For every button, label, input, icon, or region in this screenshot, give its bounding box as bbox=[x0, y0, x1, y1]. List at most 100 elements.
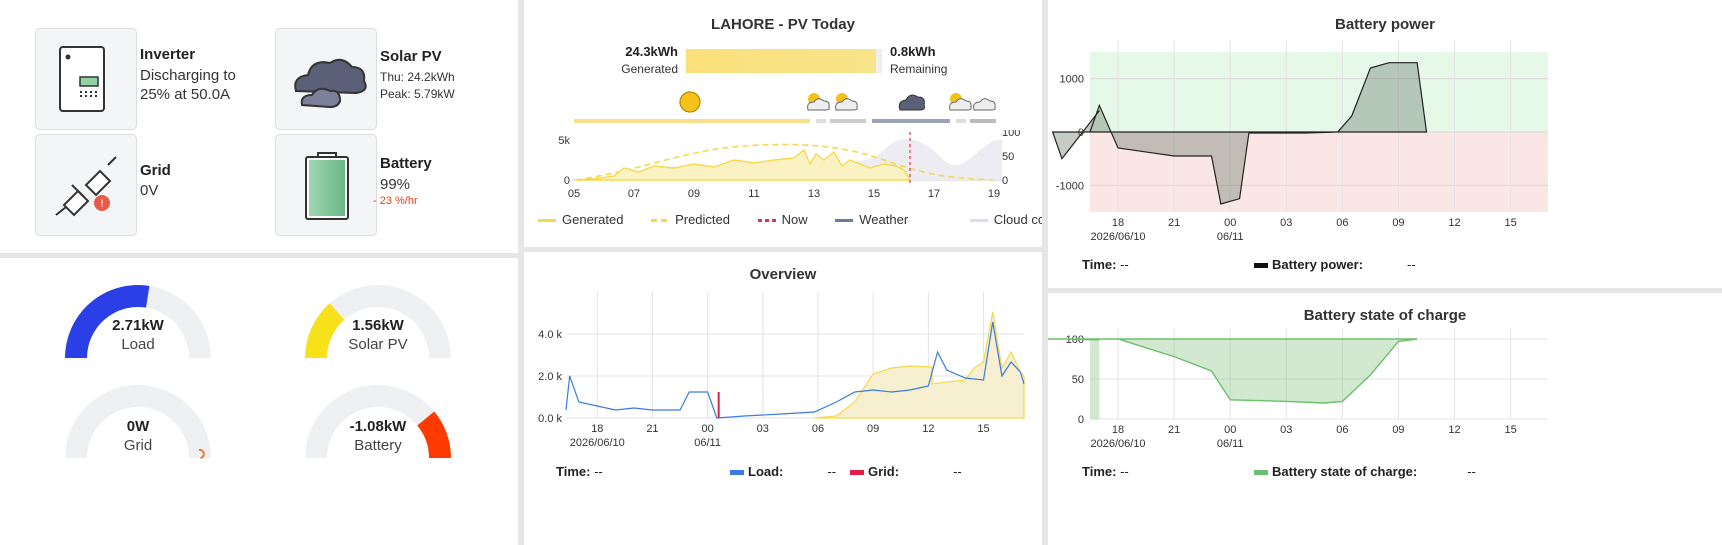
x-date-start: 2026/06/10 bbox=[1091, 438, 1146, 450]
soc-series bbox=[1048, 338, 1418, 404]
battery-soc-title: Battery state of charge bbox=[1303, 307, 1467, 324]
battery-power-area bbox=[1052, 62, 1427, 205]
soc-tooltip-series: Battery state of charge: -- bbox=[1254, 464, 1476, 479]
legend-now[interactable]: Now bbox=[757, 212, 808, 227]
gauges-panel: 2.71kW Load 1.56kW Solar PV 0W Grid -1.0… bbox=[0, 258, 518, 545]
overview-chart: 4.0 k 2.0 k 0.0 k 18 21 00 03 06 09 12 15 2026/06/1… bbox=[538, 292, 1025, 449]
pv-x-tick: 05 bbox=[568, 188, 580, 200]
cloud-icon bbox=[294, 58, 367, 109]
x-date-mid: 06/11 bbox=[694, 437, 721, 449]
x-tick: 03 bbox=[1280, 217, 1292, 229]
inverter-line1: Discharging to bbox=[140, 67, 236, 84]
battery-line2: - 23 %/hr bbox=[373, 195, 418, 207]
battery-power-chart: 1000 0 -1000 18 21 00 03 06 09 12 15 2026/06/10 06/1… bbox=[1051, 40, 1548, 240]
battery-name: Battery bbox=[380, 155, 432, 172]
overview-tooltip: Time: -- bbox=[556, 464, 603, 479]
x-tick: 09 bbox=[1392, 424, 1404, 436]
generated-value: 24.3kWh bbox=[625, 44, 678, 59]
gauge-solar-label: Solar PV bbox=[348, 336, 408, 353]
generated-series bbox=[575, 148, 912, 181]
predicted-series bbox=[575, 143, 995, 181]
gauge-load-value: 2.71kW bbox=[112, 317, 164, 334]
legend-generated[interactable]: Generated bbox=[538, 212, 623, 227]
solar-line2: Peak: 5.79kW bbox=[380, 87, 455, 101]
y-tick: 100 bbox=[1066, 334, 1084, 346]
battery-soc-panel: Battery state of charge 100 50 0 18 21 00 03 06… bbox=[1048, 293, 1722, 545]
x-tick: 18 bbox=[1112, 424, 1124, 436]
weather-strip bbox=[574, 91, 996, 123]
x-tick: 00 bbox=[702, 423, 714, 435]
x-tick: 15 bbox=[977, 423, 989, 435]
x-tick: 09 bbox=[867, 423, 879, 435]
pv-remaining-bar bbox=[876, 49, 882, 73]
x-tick: 18 bbox=[1112, 217, 1124, 229]
grid-line1: 0V bbox=[140, 182, 159, 199]
y-tick: 2.0 k bbox=[538, 371, 562, 383]
legend-weather[interactable]: Weather bbox=[835, 212, 908, 227]
overview-title: Overview bbox=[749, 266, 817, 283]
generated-label: Generated bbox=[621, 62, 678, 76]
pv-x-tick: 15 bbox=[868, 188, 880, 200]
pv-today-chart: 05 07 09 11 13 15 17 19 5k 0 100 50 0 bbox=[558, 130, 1020, 200]
legend-predicted[interactable]: Predicted bbox=[651, 212, 730, 227]
grid-tile[interactable]: ! bbox=[35, 134, 137, 236]
pv-y2-tick: 0 bbox=[1002, 175, 1008, 187]
x-date-start: 2026/06/10 bbox=[570, 437, 625, 449]
battery-tile[interactable] bbox=[275, 134, 377, 236]
x-tick: 21 bbox=[646, 423, 658, 435]
status-panel: Inverter Discharging to 25% at 50.0A Sol… bbox=[0, 0, 518, 253]
battery-soc-chart: 100 50 0 18 21 00 03 06 09 12 15 2026/06/10 06/11 bbox=[1048, 329, 1548, 450]
partly-cloudy-icon bbox=[949, 93, 996, 111]
x-tick: 18 bbox=[591, 423, 603, 435]
x-tick: 00 bbox=[1224, 217, 1236, 229]
pv-x-tick: 17 bbox=[928, 188, 940, 200]
pv-y2-tick: 50 bbox=[1002, 151, 1014, 163]
pv-x-tick: 13 bbox=[808, 188, 820, 200]
battery-line1: 99% bbox=[380, 176, 411, 193]
battery-power-series bbox=[1051, 62, 1428, 205]
solar-line1: Thu: 24.2kWh bbox=[380, 70, 455, 84]
battery-power-title: Battery power bbox=[1334, 16, 1436, 33]
y-tick: 0 bbox=[1078, 127, 1084, 139]
grid-name: Grid bbox=[140, 162, 171, 179]
x-tick: 06 bbox=[812, 423, 824, 435]
pv-legend: Generated Predicted Now Weather Cloud co… bbox=[538, 212, 1042, 227]
inverter-tile[interactable] bbox=[35, 28, 137, 130]
y-tick: 0.0 k bbox=[538, 413, 562, 425]
x-tick: 06 bbox=[1336, 217, 1348, 229]
remaining-value: 0.8kWh bbox=[890, 44, 936, 59]
pv-y-tick: 5k bbox=[558, 135, 570, 147]
gauge-fill-solar-pv bbox=[305, 303, 345, 359]
pv-y2-tick: 100 bbox=[1002, 130, 1020, 139]
x-tick: 15 bbox=[1504, 424, 1516, 436]
soc-area bbox=[1048, 339, 1418, 419]
gauge-track bbox=[65, 385, 211, 459]
gauge-grid-value: 0W bbox=[126, 418, 150, 435]
svg-text:!: ! bbox=[100, 198, 103, 210]
x-tick: 06 bbox=[1336, 424, 1348, 436]
bp-swatch bbox=[1254, 263, 1268, 269]
x-tick: 03 bbox=[1280, 424, 1292, 436]
positive-band bbox=[1090, 52, 1548, 132]
battery-icon bbox=[305, 152, 349, 220]
gauge-battery-label: Battery bbox=[354, 437, 402, 454]
pv-x-tick: 09 bbox=[688, 188, 700, 200]
gauge-fill-battery bbox=[416, 411, 451, 459]
soc-swatch bbox=[1254, 470, 1268, 476]
x-tick: 12 bbox=[922, 423, 934, 435]
legend-cloud[interactable]: Cloud cover bbox=[969, 212, 1042, 227]
x-tick: 15 bbox=[1504, 217, 1516, 229]
pv-progress-bar bbox=[686, 49, 876, 73]
y-tick: -1000 bbox=[1056, 180, 1084, 192]
overview-panel: Overview 4.0 k 2.0 k 0.0 k 18 21 00 03 06 09 12 15… bbox=[524, 252, 1042, 545]
x-date-mid: 06/11 bbox=[1217, 231, 1244, 240]
x-tick: 21 bbox=[1168, 217, 1180, 229]
overview-load-readout: Load: -- bbox=[730, 464, 836, 479]
x-date-start: 2026/06/10 bbox=[1091, 231, 1146, 240]
gauge-load-label: Load bbox=[121, 336, 155, 353]
x-tick: 09 bbox=[1392, 217, 1404, 229]
solar-tile[interactable] bbox=[275, 28, 377, 130]
solar-name: Solar PV bbox=[380, 48, 442, 65]
load-series bbox=[565, 321, 1025, 419]
y-tick: 50 bbox=[1072, 374, 1084, 386]
